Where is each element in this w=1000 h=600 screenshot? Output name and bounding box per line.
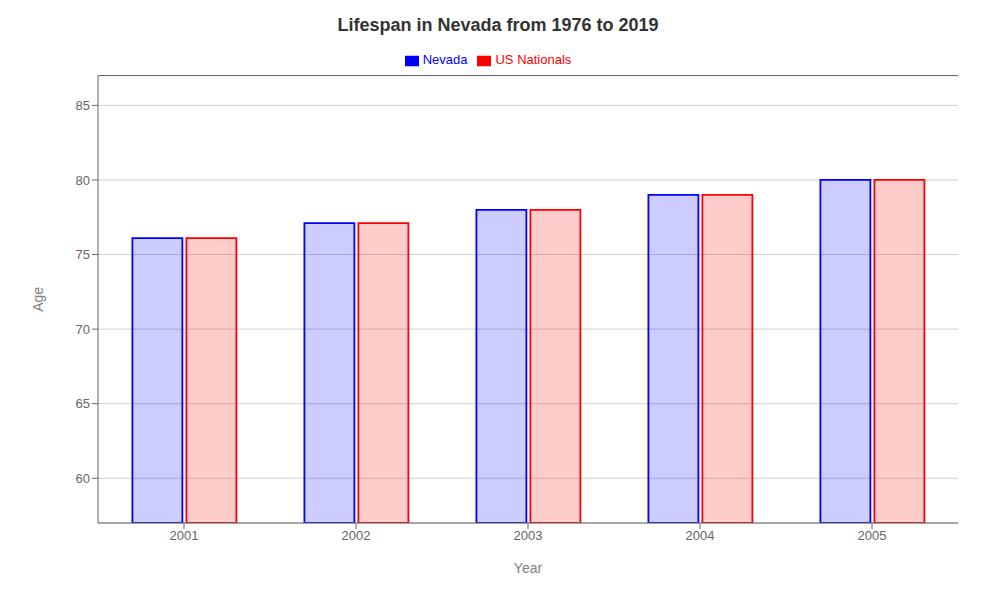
svg-text:Age: Age: [30, 287, 46, 312]
svg-text:2001: 2001: [170, 528, 199, 543]
svg-text:Year: Year: [514, 560, 543, 576]
svg-text:75: 75: [76, 247, 90, 262]
svg-text:80: 80: [76, 173, 90, 188]
svg-text:2004: 2004: [686, 528, 715, 543]
svg-text:85: 85: [76, 98, 90, 113]
svg-text:2003: 2003: [514, 528, 543, 543]
html-text:Nevada: Nevada: [422, 52, 468, 67]
svg-text:2005: 2005: [858, 528, 887, 543]
svg-text:2002: 2002: [342, 528, 371, 543]
svg-text:65: 65: [76, 396, 90, 411]
html-text:Lifespan in Nevada from 1976 t: Lifespan in Nevada from 1976 to 2019: [337, 15, 659, 35]
svg-text:60: 60: [76, 471, 90, 486]
html-text:US Nationals: US Nationals: [495, 52, 572, 67]
svg-text:70: 70: [76, 322, 90, 337]
